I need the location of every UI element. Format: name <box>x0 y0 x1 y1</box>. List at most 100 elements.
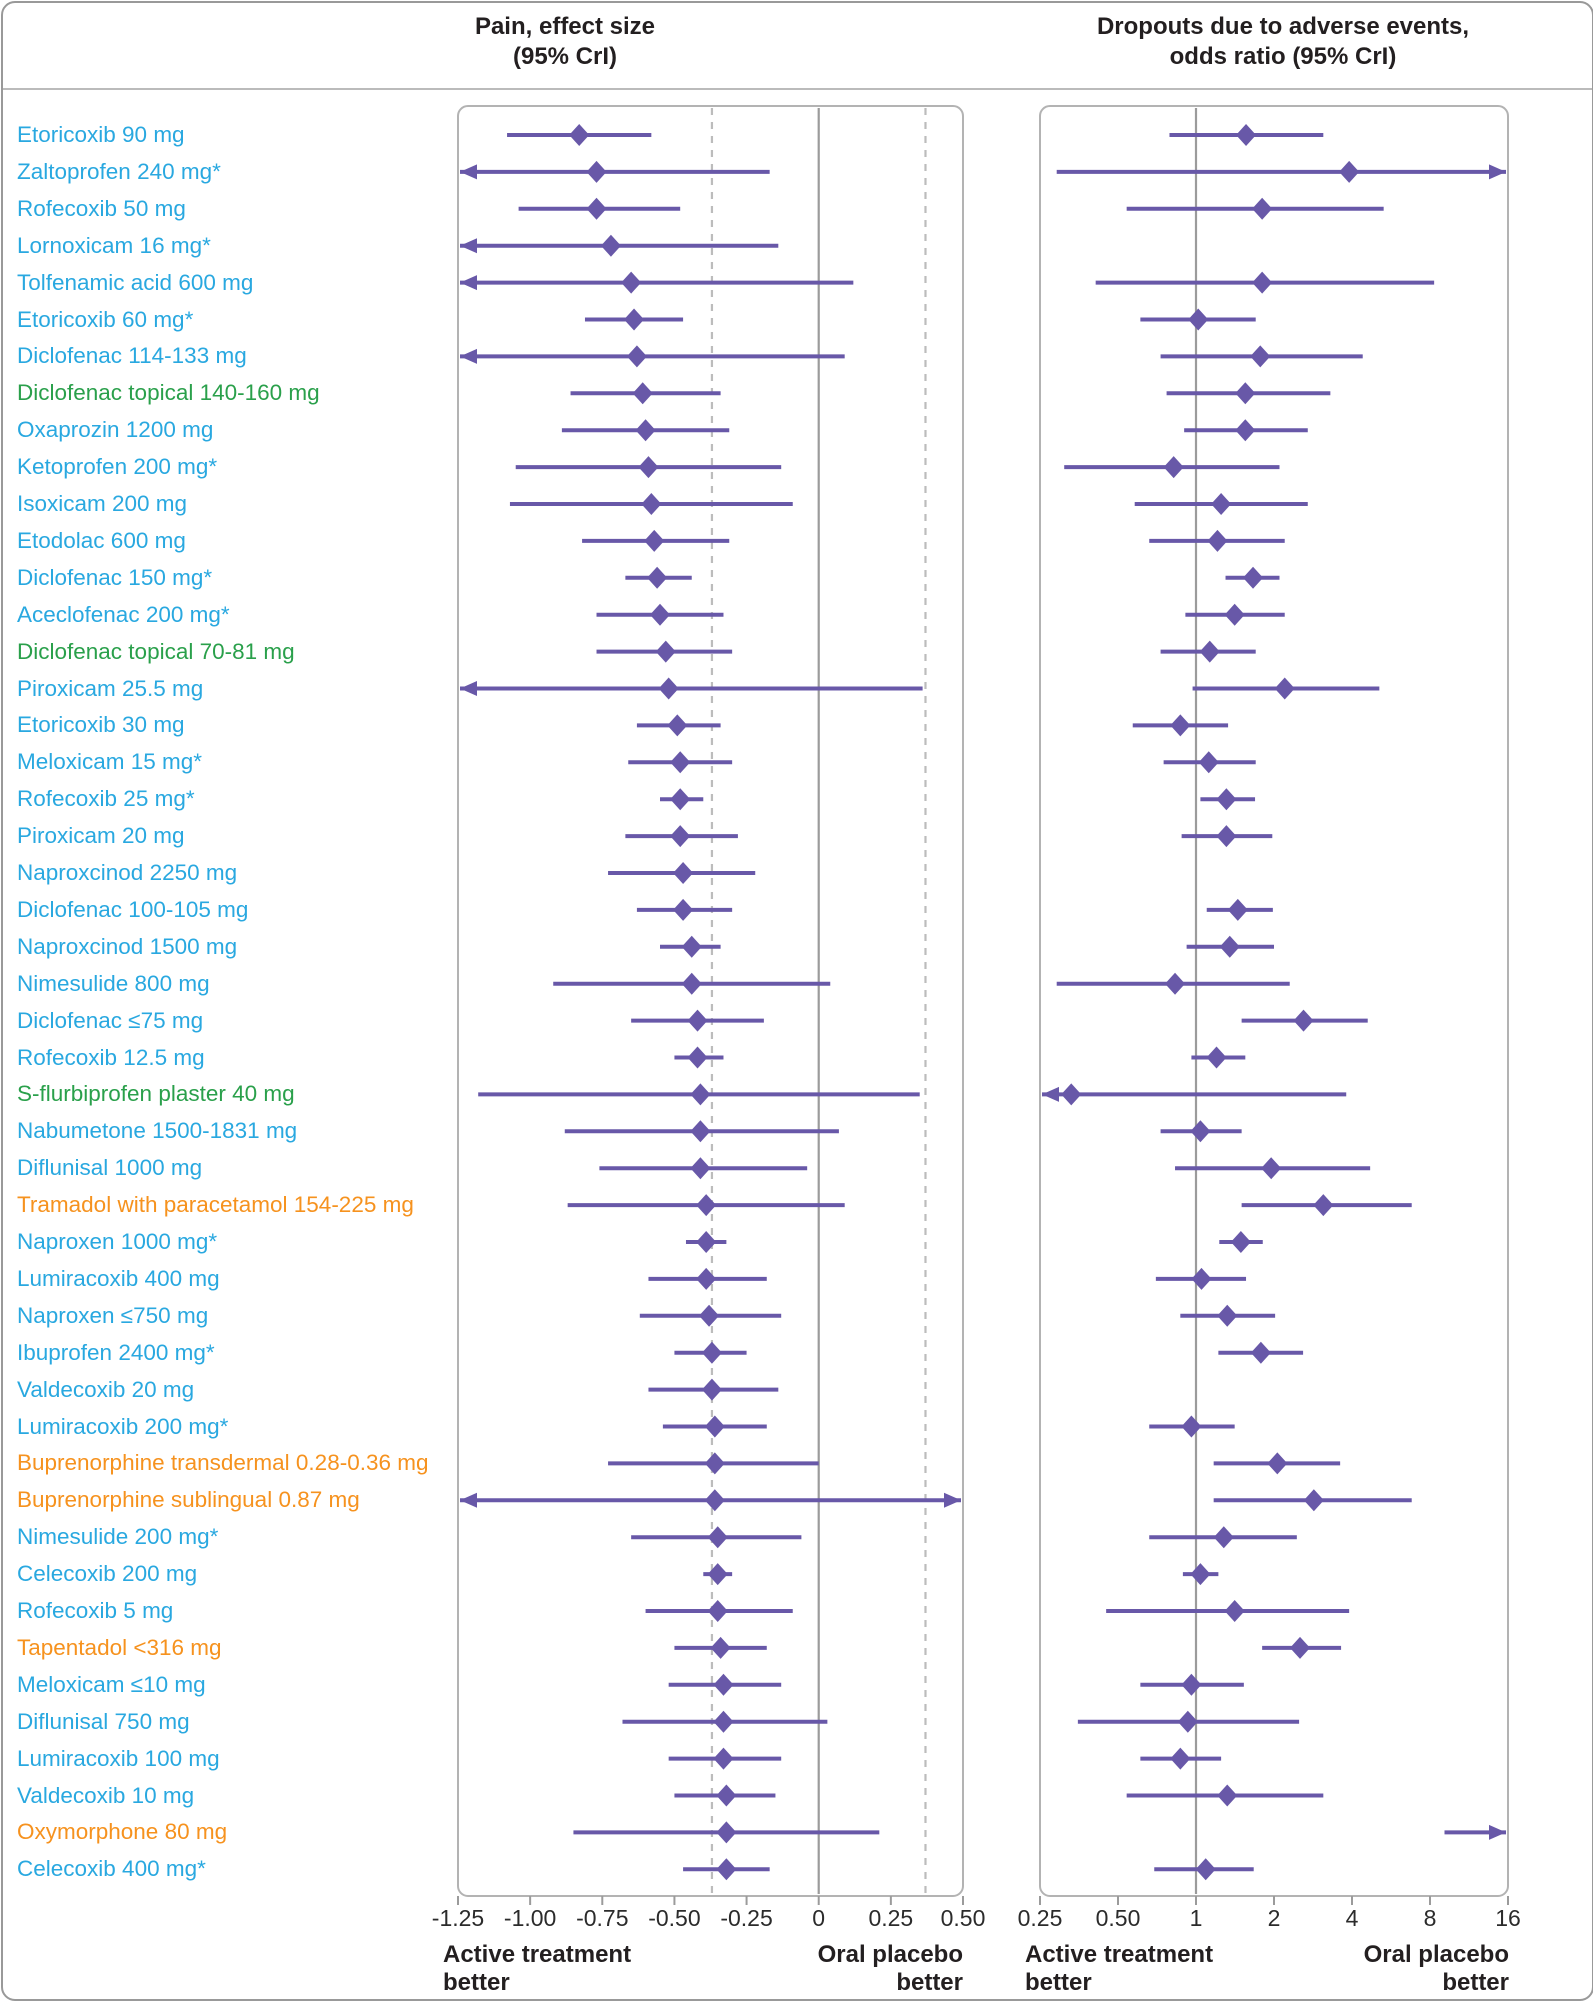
dropouts-tick-label: 4 <box>1345 1905 1359 1931</box>
pain-tick-label: 0.25 <box>868 1905 914 1931</box>
dropouts-right-arrowhead <box>1489 1824 1506 1840</box>
dropouts-point-estimate-diamond <box>1227 898 1248 921</box>
pain-left-arrowhead <box>460 238 477 254</box>
treatment-label: Valdecoxib 10 mg <box>17 1782 195 1808</box>
dropouts-point-estimate-diamond <box>1181 1415 1202 1438</box>
pain-point-estimate-diamond <box>681 972 702 995</box>
pain-point-estimate-diamond <box>696 1194 717 1217</box>
pain-point-estimate-diamond <box>713 1710 734 1733</box>
dropouts-point-estimate-diamond <box>1188 308 1209 331</box>
dropouts-point-estimate-diamond <box>1211 493 1232 515</box>
dropouts-point-estimate-diamond <box>1236 124 1257 146</box>
pain-point-estimate-diamond <box>704 1489 725 1512</box>
treatment-label: Diflunisal 1000 mg <box>17 1155 203 1181</box>
pain-point-estimate-diamond <box>716 1858 737 1881</box>
pain-point-estimate-diamond <box>713 1747 734 1770</box>
pain-title-line1: Pain, effect size <box>474 13 656 40</box>
dropouts-point-estimate-diamond <box>1170 714 1191 737</box>
pain-point-estimate-diamond <box>701 1378 722 1401</box>
pain-point-estimate-diamond <box>667 714 688 737</box>
pain-point-estimate-diamond <box>670 788 691 811</box>
pain-left-arrowhead <box>460 348 477 364</box>
pain-point-estimate-diamond <box>586 160 607 183</box>
treatment-label: Diclofenac 114-133 mg <box>17 343 247 369</box>
treatment-label: Piroxicam 20 mg <box>17 823 185 849</box>
pain-point-estimate-diamond <box>673 862 694 884</box>
dropouts-right-arrowhead <box>1489 164 1506 180</box>
dropouts-point-estimate-diamond <box>1290 1636 1311 1659</box>
treatment-label: Diclofenac 150 mg* <box>17 564 213 590</box>
dropouts-left-arrowhead <box>1042 1086 1059 1102</box>
dropouts-point-estimate-diamond <box>1250 345 1271 368</box>
pain-point-estimate-diamond <box>707 1600 728 1622</box>
dropouts-title-line1: Dropouts due to adverse events, <box>1096 13 1470 40</box>
pain-point-estimate-diamond <box>704 1415 725 1438</box>
pain-point-estimate-diamond <box>586 197 607 220</box>
dropouts-point-estimate-diamond <box>1206 1046 1227 1069</box>
treatment-label: Celecoxib 400 mg* <box>17 1856 206 1882</box>
dropouts-tick-label: 1 <box>1189 1905 1203 1931</box>
pain-point-estimate-diamond <box>624 308 645 331</box>
dropouts-point-estimate-diamond <box>1250 1341 1271 1364</box>
pain-left-arrowhead <box>460 681 477 696</box>
treatment-label: Rofecoxib 5 mg <box>17 1598 174 1623</box>
treatment-label: Naproxcinod 1500 mg <box>17 933 238 959</box>
pain-point-estimate-diamond <box>707 1563 728 1586</box>
treatment-label: Piroxicam 25.5 mg <box>17 675 204 701</box>
pain-point-estimate-diamond <box>644 529 665 552</box>
pain-point-estimate-diamond <box>655 640 676 663</box>
pain-panel-box <box>457 105 964 1897</box>
pain-point-estimate-diamond <box>696 1231 717 1253</box>
treatment-label: Meloxicam ≤10 mg <box>17 1671 206 1697</box>
dropouts-point-estimate-diamond <box>1224 1600 1245 1622</box>
dropouts-point-estimate-diamond <box>1213 1526 1234 1549</box>
dropouts-point-estimate-diamond <box>1217 1304 1238 1327</box>
pain-title-line2: (95% CrI) <box>512 43 618 70</box>
dropouts-point-estimate-diamond <box>1243 566 1264 589</box>
pain-point-estimate-diamond <box>710 1636 731 1659</box>
dropouts-tick-label: 0.50 <box>1095 1905 1141 1931</box>
dropouts-point-estimate-diamond <box>1293 1009 1314 1032</box>
treatment-label: Celecoxib 200 mg <box>17 1561 198 1587</box>
treatment-label: Diclofenac 100-105 mg <box>17 896 249 922</box>
pain-tick-label: -1.00 <box>503 1905 557 1931</box>
pain-point-estimate-diamond <box>670 751 691 774</box>
dropouts-point-estimate-diamond <box>1217 1784 1238 1807</box>
dropouts-tick-label: 2 <box>1267 1905 1281 1931</box>
dropouts-point-estimate-diamond <box>1274 677 1295 700</box>
pain-point-estimate-diamond <box>716 1821 737 1844</box>
treatment-label: Meloxicam 15 mg* <box>17 749 203 775</box>
pain-point-estimate-diamond <box>699 1304 720 1327</box>
dropouts-panel-title: Dropouts due to adverse events, odds rat… <box>1033 12 1533 72</box>
dropouts-point-estimate-diamond <box>1261 1157 1282 1180</box>
dropouts-point-estimate-diamond <box>1195 1858 1216 1881</box>
pain-point-estimate-diamond <box>701 1341 722 1364</box>
dropouts-point-estimate-diamond <box>1163 456 1184 479</box>
treatment-label: Rofecoxib 50 mg <box>17 195 186 221</box>
pain-point-estimate-diamond <box>713 1673 734 1696</box>
treatment-label: Etodolac 600 mg <box>17 527 186 553</box>
treatment-label: Ibuprofen 2400 mg* <box>17 1339 215 1365</box>
treatment-label: Isoxicam 200 mg <box>17 491 188 516</box>
dropouts-point-estimate-diamond <box>1190 1120 1211 1143</box>
pain-tick-label: 0 <box>812 1905 826 1931</box>
treatment-label: Valdecoxib 20 mg <box>17 1376 195 1402</box>
dropouts-point-estimate-diamond <box>1235 382 1256 405</box>
pain-left-arrowhead <box>460 164 477 180</box>
pain-point-estimate-diamond <box>673 898 694 921</box>
treatment-label: Tapentadol <316 mg <box>17 1634 222 1660</box>
treatment-label: Buprenorphine sublingual 0.87 mg <box>17 1487 360 1513</box>
pain-point-estimate-diamond <box>621 271 642 294</box>
treatment-label: Etoricoxib 90 mg <box>17 122 185 147</box>
pain-point-estimate-diamond <box>569 124 590 146</box>
treatment-label: Rofecoxib 12.5 mg <box>17 1044 205 1070</box>
pain-point-estimate-diamond <box>647 566 668 589</box>
pain-panel-title: Pain, effect size (95% CrI) <box>415 12 715 72</box>
pain-point-estimate-diamond <box>690 1120 711 1143</box>
treatment-label: Diclofenac topical 140-160 mg <box>17 380 320 406</box>
dropouts-point-estimate-diamond <box>1230 1231 1251 1253</box>
dropouts-point-estimate-diamond <box>1235 419 1256 442</box>
treatment-label: Oxaprozin 1200 mg <box>17 417 214 443</box>
treatment-label: Lornoxicam 16 mg* <box>17 232 211 258</box>
